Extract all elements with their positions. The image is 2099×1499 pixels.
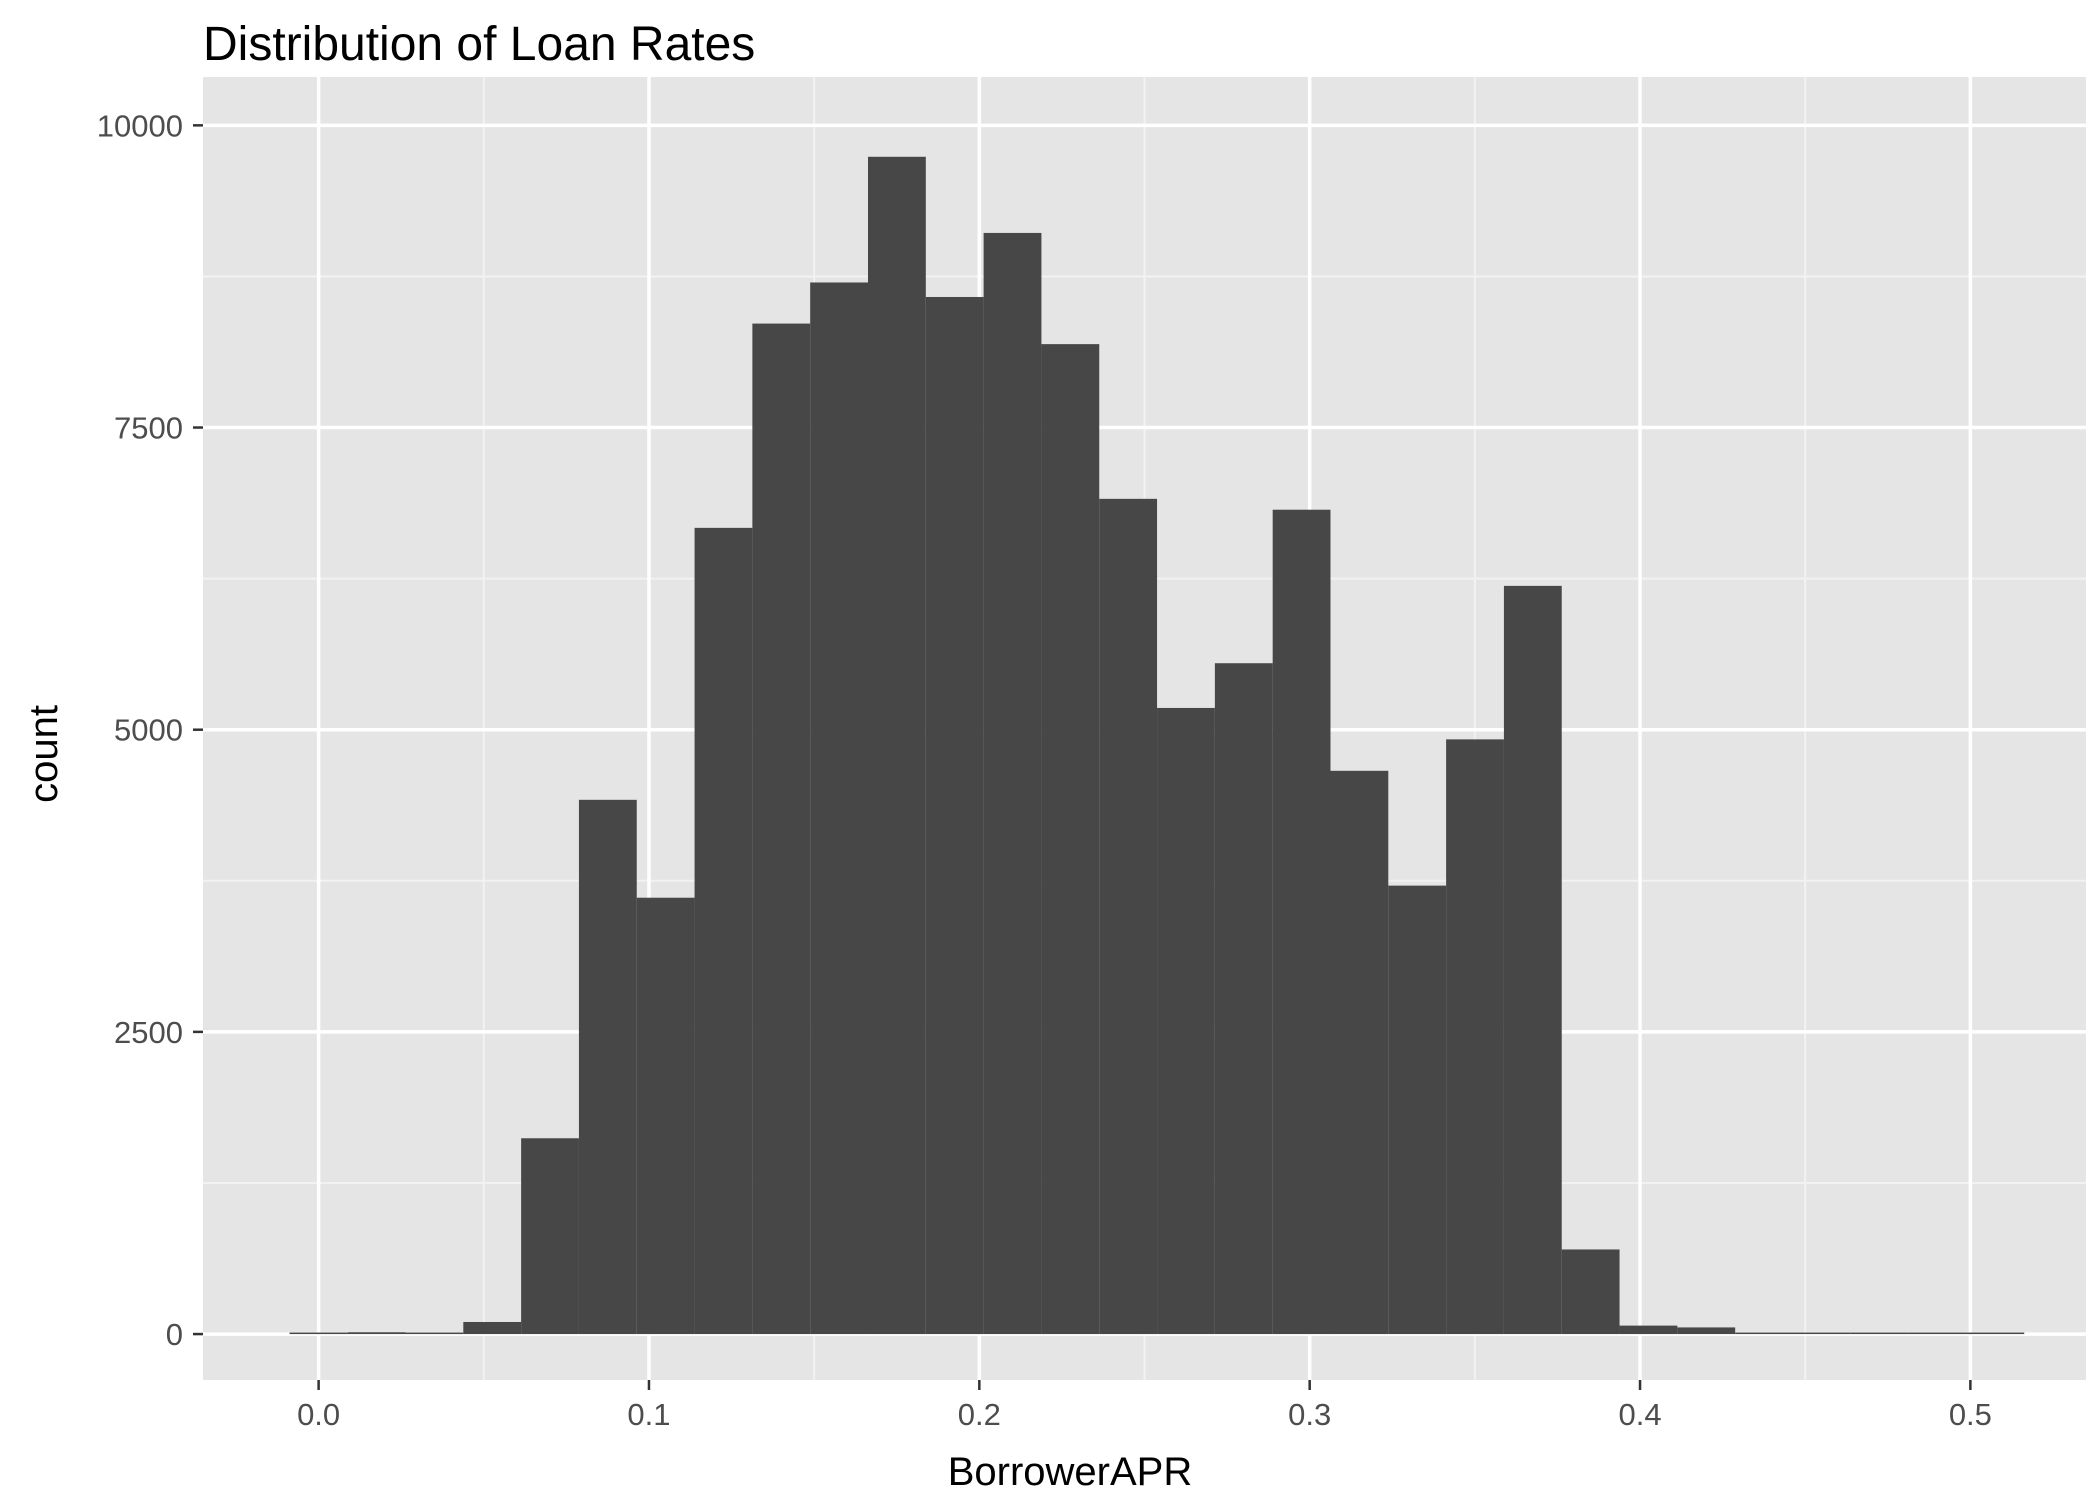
histogram-bar: [1561, 1249, 1620, 1335]
histogram-bar: [1330, 770, 1389, 1335]
x-tick-label: 0.0: [297, 1397, 340, 1432]
chart-title: Distribution of Loan Rates: [203, 18, 755, 71]
y-axis-ticks: 0 2500 5000 7500 10000: [97, 108, 203, 1352]
histogram-bar: [983, 232, 1042, 1335]
histogram-bar: [636, 897, 695, 1335]
histogram-bar: [1099, 498, 1158, 1335]
histogram-bar: [1157, 707, 1215, 1335]
histogram-bar: [1446, 739, 1504, 1335]
histogram-bar: [1850, 1332, 1909, 1335]
histogram-bar: [1619, 1325, 1678, 1335]
histogram-bar: [521, 1138, 579, 1335]
x-axis-ticks: 0.0 0.1 0.2 0.3 0.4 0.5: [297, 1380, 1992, 1432]
histogram-bar: [578, 799, 637, 1335]
x-tick-label: 0.5: [1949, 1397, 1992, 1432]
histogram-bar: [867, 156, 926, 1335]
x-tick-label: 0.2: [958, 1397, 1001, 1432]
histogram-bar: [1503, 585, 1562, 1335]
histogram-bar: [1966, 1332, 2025, 1335]
histogram-bar: [1388, 885, 1447, 1335]
y-tick-label: 2500: [114, 1015, 183, 1050]
histogram-bar: [1272, 509, 1331, 1335]
y-tick-label: 0: [166, 1317, 183, 1352]
histogram-bar: [347, 1332, 406, 1335]
histogram-bar: [1908, 1332, 1967, 1335]
histogram-bar: [289, 1332, 348, 1335]
x-tick-label: 0.1: [627, 1397, 670, 1432]
histogram-bars: [289, 156, 2025, 1335]
histogram-bar: [1214, 663, 1273, 1335]
histogram-bar: [1792, 1332, 1851, 1335]
y-tick-label: 10000: [97, 108, 183, 143]
x-axis-title: BorrowerAPR: [948, 1450, 1193, 1494]
histogram-bar: [1677, 1327, 1736, 1335]
y-tick-label: 5000: [114, 713, 183, 748]
histogram-bar: [925, 296, 984, 1335]
histogram-bar: [463, 1321, 522, 1335]
y-tick-label: 7500: [114, 411, 183, 446]
x-tick-label: 0.4: [1618, 1397, 1661, 1432]
x-tick-label: 0.3: [1288, 1397, 1331, 1432]
histogram-bar: [752, 323, 811, 1335]
histogram-bar: [694, 527, 753, 1335]
histogram-bar: [405, 1332, 464, 1335]
histogram-bar: [810, 282, 868, 1335]
y-axis-title: count: [22, 705, 66, 803]
histogram-bar: [1041, 344, 1100, 1335]
histogram-bar: [1735, 1332, 1793, 1335]
